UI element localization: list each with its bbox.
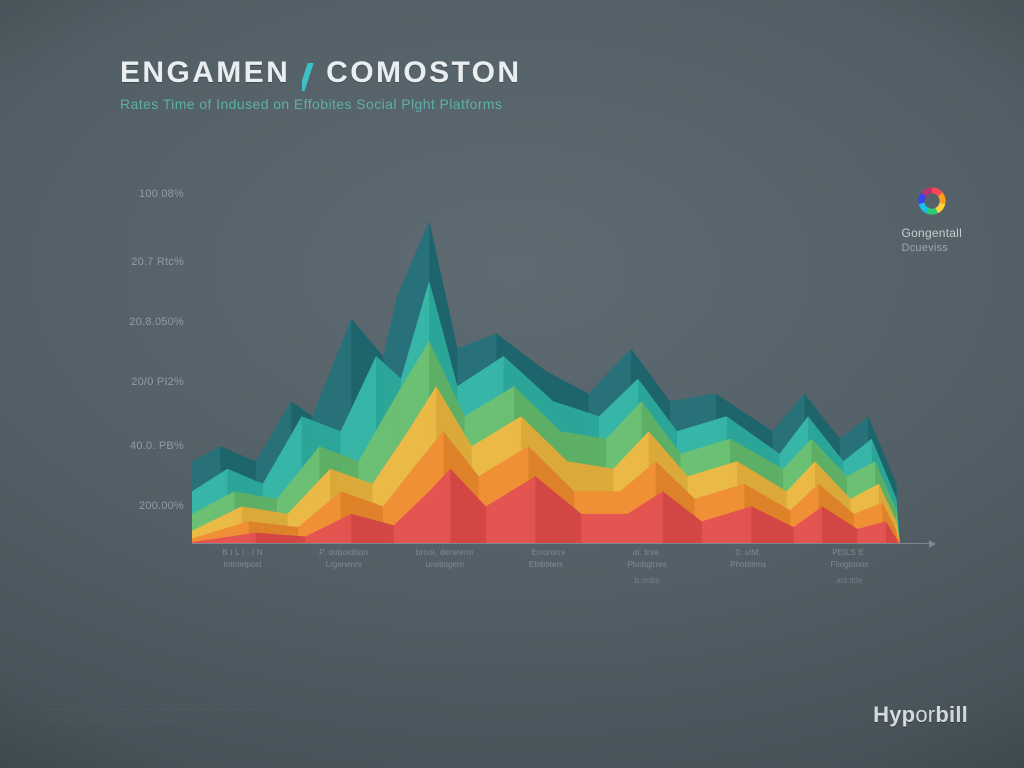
footnote: ············ ····· ·· ········· ·· ···· … [46, 704, 744, 726]
brand-logo: Hyporbill [873, 702, 968, 728]
footnote-line-1: ············ ····· ·· ········· ·· ···· … [46, 706, 256, 713]
legend-label-1: Gongentall [902, 226, 962, 240]
x-tick: P. doboldttonLrgenenrs [293, 548, 394, 598]
title-word-2: COMOSTON [326, 56, 521, 90]
x-tick: . ErrororrsEfobbters [495, 548, 596, 598]
y-tick: 200.00% [114, 500, 184, 512]
x-tick: B I L I . I NIntrnetpost [192, 548, 293, 598]
x-tick: brool. dersrermunebogern [394, 548, 495, 598]
x-tick: 0: stM.Phobtems [698, 548, 799, 598]
title-word-1: ENGAMEN [120, 56, 290, 90]
y-tick: 100 08% [114, 188, 184, 200]
legend-ring-icon [915, 184, 949, 218]
y-tick: 20.8.050% [114, 316, 184, 328]
x-tick: ol. trse.Pbobgtrresb.ordte [597, 548, 698, 598]
x-tick: PEILS E.Fhogtoonsact.tttte [799, 548, 900, 598]
y-tick: 20/0 PI2% [114, 376, 184, 388]
chart: 100 08%20.7 Rtc%20.8.050%20/0 PI2%40.0. … [120, 168, 900, 598]
footnote-line-2: ···· ····· ·· ····· ··· ···· ···· ····· … [46, 717, 175, 724]
plot-area [192, 168, 900, 544]
brand-part-1: Hyp [873, 702, 915, 727]
y-tick: 20.7 Rtc% [114, 256, 184, 268]
x-axis [192, 543, 930, 544]
x-ticks: B I L I . I NIntrnetpostP. doboldttonLrg… [192, 548, 900, 598]
title-block: ENGAMEN COMOSTON Rates Time of Indused o… [120, 56, 521, 112]
legend: Gongentall Dcueviss [902, 184, 962, 254]
legend-label-2: Dcueviss [902, 242, 962, 254]
subtitle: Rates Time of Indused on Effobites Socia… [120, 96, 521, 112]
brand-part-2: or [915, 702, 935, 727]
brand-part-3: bill [935, 702, 968, 727]
y-tick: 40.0. PB% [114, 440, 184, 452]
